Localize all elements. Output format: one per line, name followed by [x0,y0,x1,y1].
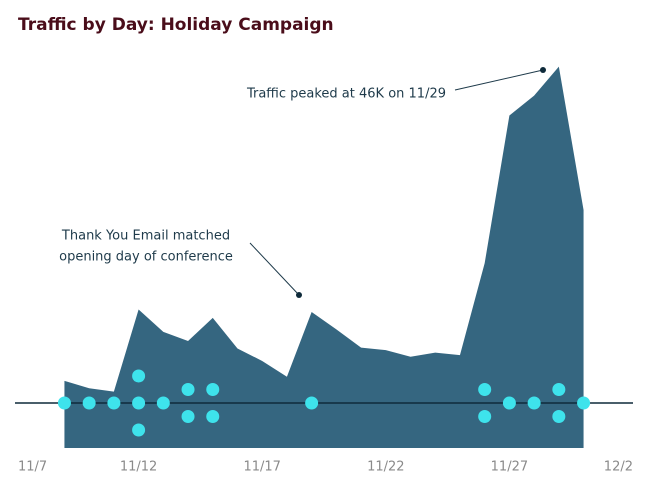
area [64,66,584,448]
x-tick-label: 12/2 [604,460,633,475]
email-dot [577,396,591,410]
annotation-line [249,242,300,296]
email-dot [552,383,566,396]
annotation-dot [296,292,302,298]
email-dot [305,396,319,410]
email-dot [478,410,492,423]
x-tick-label: 11/27 [491,460,528,475]
chart-title: Traffic by Day: Holiday Campaign [18,15,334,35]
email-dot [132,369,146,383]
email-dot [57,396,71,410]
email-dot [478,383,492,396]
email-dot [502,396,516,410]
email-dot [107,396,121,410]
email-dot [82,396,96,410]
email-dot [181,410,195,423]
email-dot [206,410,220,423]
x-tick-label: 11/17 [243,460,280,475]
annotation: Traffic peaked at 46K on 11/29 [246,87,446,102]
x-tick-label: 11/7 [18,460,47,475]
email-dot [206,383,220,396]
email-dot [132,396,146,410]
annotation: opening day of conference [59,250,233,265]
x-tick-label: 11/12 [120,460,157,475]
email-dot [527,396,541,410]
annotation-line [454,69,544,91]
email-dot [132,423,146,437]
email-dot [552,410,566,423]
annotation-dot [540,67,546,73]
email-dot [181,383,195,396]
email-dot [156,396,170,410]
x-tick-label: 11/22 [367,460,404,475]
annotation: Thank You Email matched [61,229,230,244]
